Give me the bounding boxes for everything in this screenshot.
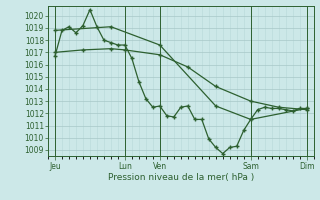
X-axis label: Pression niveau de la mer( hPa ): Pression niveau de la mer( hPa ) xyxy=(108,173,254,182)
